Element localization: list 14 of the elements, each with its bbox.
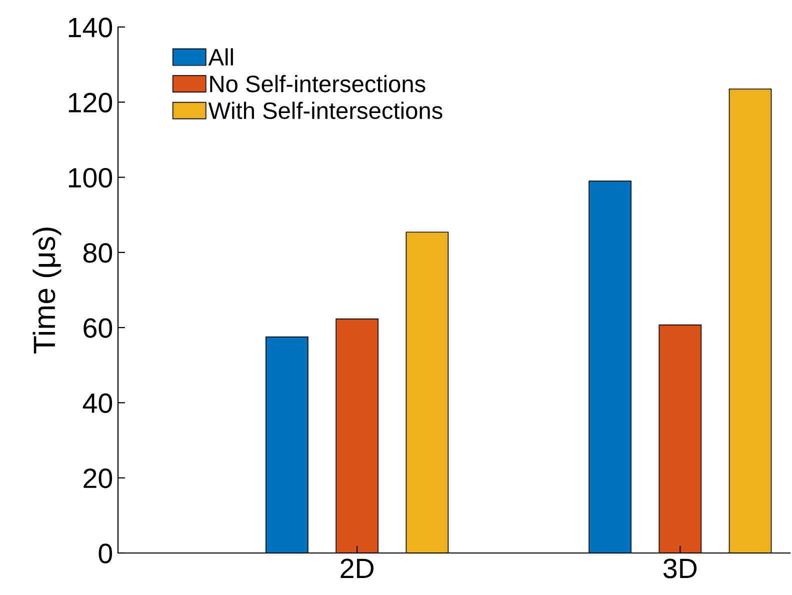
y-tick-label: 140 <box>68 18 112 38</box>
y-tick-label: 120 <box>68 92 112 112</box>
y-tick-label: 60 <box>84 318 112 338</box>
x-tick-label: 3D <box>663 558 697 578</box>
legend-label: With Self-intersections <box>208 102 442 120</box>
legend-label: No Self-intersections <box>210 74 426 92</box>
y-tick-label: 20 <box>84 468 112 488</box>
legend-label: All <box>208 48 233 66</box>
y-tick-label: 100 <box>68 168 112 188</box>
y-tick-label: 0 <box>98 544 112 564</box>
x-tick-label: 2D <box>340 558 374 578</box>
y-tick-label: 80 <box>83 243 112 263</box>
y-tick-label: 40 <box>82 393 112 414</box>
y-axis-title: Time (μs) <box>32 228 62 354</box>
